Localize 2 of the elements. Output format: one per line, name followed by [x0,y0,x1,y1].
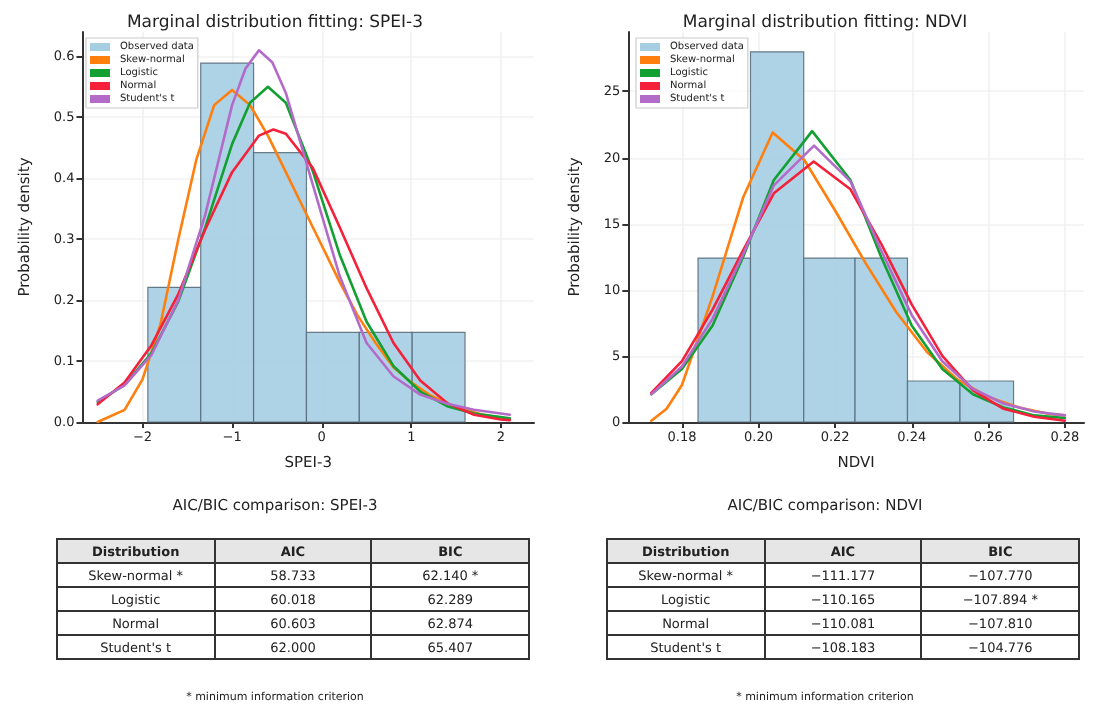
chart-title: Marginal distribution fitting: SPEI-3 [126,13,424,33]
chart-title: Marginal distribution fitting: NDVI [682,13,968,33]
